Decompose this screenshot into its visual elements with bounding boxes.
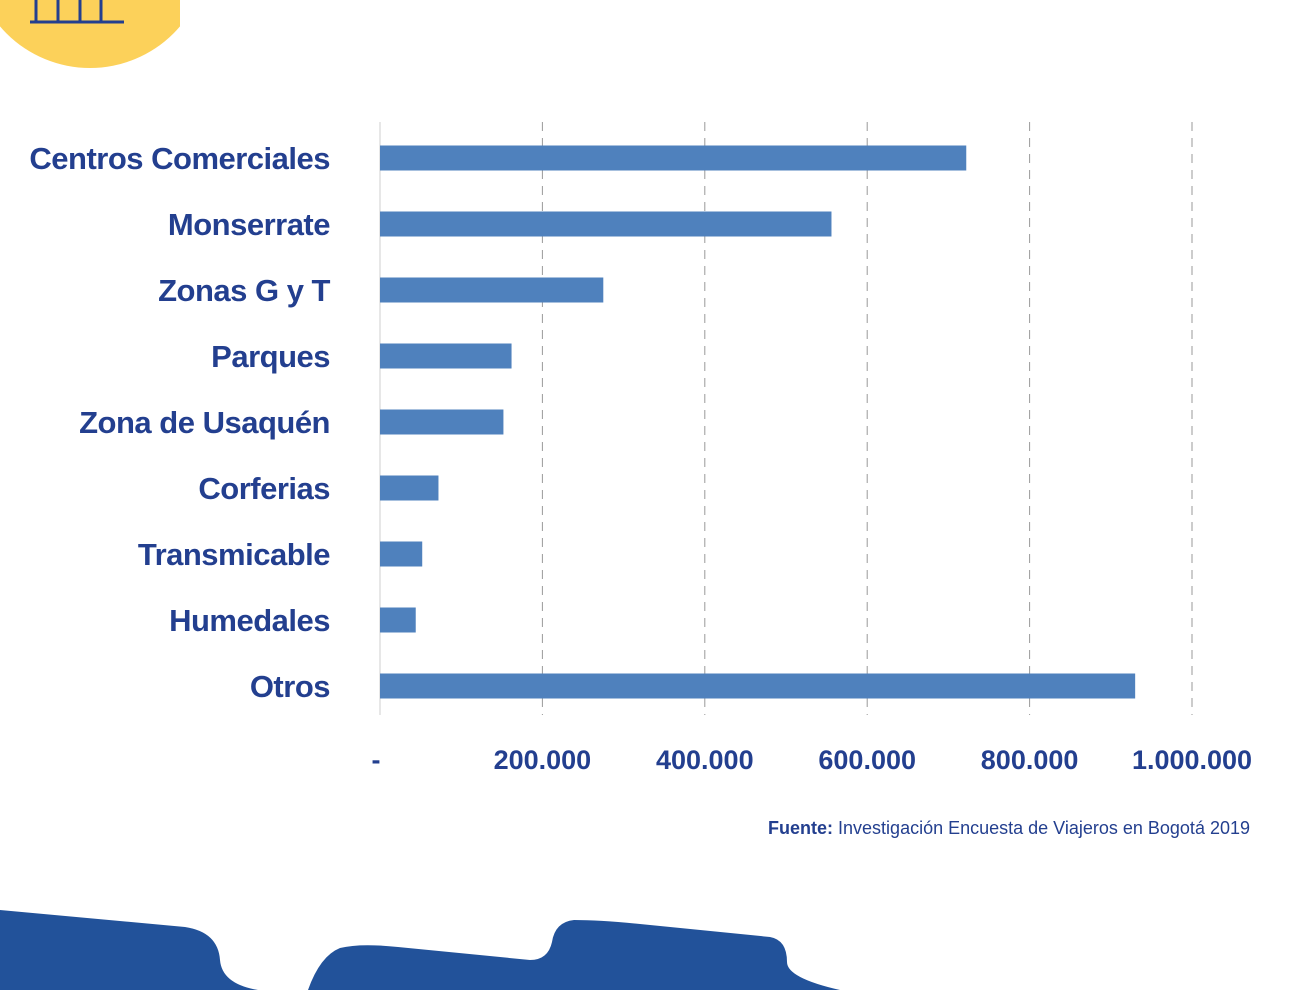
building-icon (30, 0, 124, 24)
bar (380, 277, 604, 303)
footer-shape (0, 910, 840, 990)
category-label: Humedales (169, 603, 330, 638)
category-label: Transmicable (138, 537, 330, 572)
category-label: Zona de Usaquén (79, 405, 330, 440)
bar (380, 343, 512, 369)
category-label: Parques (211, 339, 330, 374)
category-labels: Centros Comerciales Monserrate Zonas G y T… (29, 141, 331, 704)
logo-badge (0, 0, 180, 68)
bar-chart: Centros Comerciales Monserrate Zonas G y T… (29, 122, 1253, 775)
source-note: Fuente: Investigación Encuesta de Viajer… (768, 818, 1250, 839)
x-tick-label: - (372, 745, 381, 775)
bar (380, 211, 832, 237)
bar (380, 607, 416, 633)
source-label: Fuente: (768, 818, 834, 838)
footer-wave (0, 910, 840, 990)
bar (380, 475, 439, 501)
category-label: Zonas G y T (158, 273, 330, 308)
x-tick-label: 200.000 (494, 745, 592, 775)
category-label: Centros Comerciales (29, 141, 330, 176)
x-tick-labels: - 200.000 400.000 600.000 800.000 1.000.000 (372, 745, 1253, 775)
category-label: Otros (250, 669, 330, 704)
badge-circle (0, 0, 180, 68)
bar (380, 145, 967, 171)
category-label: Corferias (198, 471, 330, 506)
bar (380, 409, 504, 435)
bar (380, 541, 423, 567)
bars (380, 145, 1136, 699)
source-text: Investigación Encuesta de Viajeros en Bo… (838, 818, 1250, 838)
bar (380, 673, 1136, 699)
x-tick-label: 800.000 (981, 745, 1079, 775)
x-tick-label: 1.000.000 (1132, 745, 1252, 775)
x-tick-label: 600.000 (818, 745, 916, 775)
x-tick-label: 400.000 (656, 745, 754, 775)
category-label: Monserrate (168, 207, 330, 242)
